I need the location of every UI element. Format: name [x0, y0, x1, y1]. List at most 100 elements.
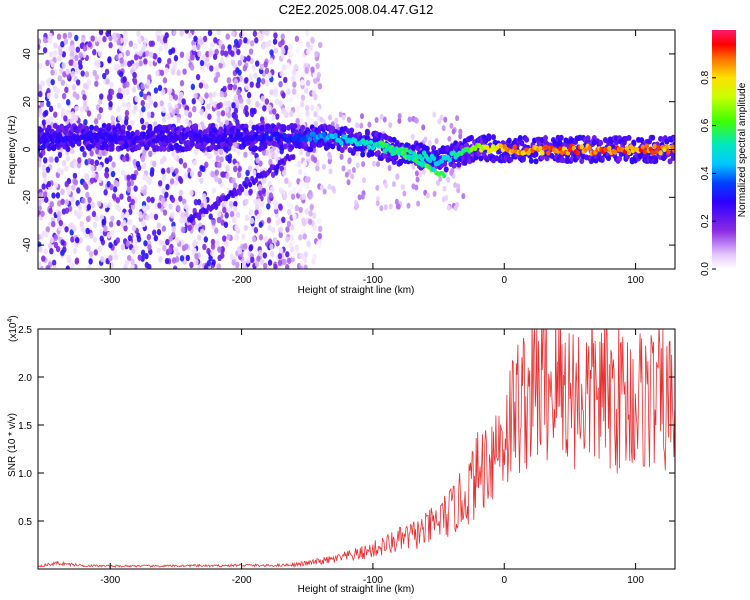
spectrogram-ridge: [400, 146, 405, 152]
spectrogram-speckle: [204, 83, 209, 90]
spectrogram-speckle: [82, 82, 88, 90]
spectrogram-speckle: [97, 176, 103, 184]
spectrogram-speckle: [265, 30, 271, 35]
spectrogram-speckle: [120, 169, 126, 176]
spectrogram-speckle: [126, 254, 132, 262]
spectrogram-speckle: [65, 155, 71, 162]
spectrogram-speckle: [202, 35, 208, 43]
colorbar-tick-label: 0.8: [700, 70, 711, 84]
spectrogram-speckle: [157, 202, 162, 209]
spectrogram-speckle: [94, 60, 99, 67]
spectrogram-speckle: [304, 87, 309, 94]
spectrogram-speckle: [461, 193, 466, 200]
spectrogram-speckle: [147, 176, 153, 183]
spectrogram-speckle: [244, 104, 249, 112]
spectrogram-speckle: [223, 50, 229, 57]
spectrogram-speckle: [197, 50, 202, 58]
spectrogram-speckle: [49, 201, 55, 208]
spectrogram-speckle: [172, 265, 178, 269]
spectrogram-speckle: [103, 225, 108, 232]
spectrogram-speckle: [82, 181, 87, 188]
spectrogram-speckle: [172, 30, 177, 36]
spectrogram-speckle: [91, 210, 97, 218]
spectrogram-speckle: [273, 47, 279, 54]
spectrogram-speckle: [119, 71, 124, 78]
spectrogram-ridge-halo: [533, 151, 539, 158]
spectrogram-ridge-halo: [282, 143, 288, 150]
spectrogram-speckle: [416, 200, 421, 207]
spectrogram-speckle: [228, 201, 234, 208]
spectrogram-ridge: [366, 144, 372, 150]
spectrogram-speckle: [54, 156, 59, 163]
spectrogram-speckle: [105, 30, 110, 37]
spectrogram-speckle: [45, 118, 50, 126]
spectrogram-speckle: [44, 196, 49, 203]
spectrogram-speckle: [359, 122, 364, 129]
spectrogram-speckle: [109, 88, 115, 96]
spectrogram-speckle: [72, 172, 78, 180]
spectrogram-speckle: [127, 234, 133, 242]
spectrogram-speckle: [167, 57, 172, 65]
spectrogram-speckle: [44, 109, 49, 117]
spectrogram-speckle: [305, 110, 310, 117]
spectrogram-speckle: [48, 207, 53, 215]
spectrogram-ridge: [477, 143, 482, 149]
spectrogram-speckle: [99, 235, 104, 242]
spectrogram-speckle: [267, 72, 272, 79]
spectrogram-speckle: [104, 68, 110, 75]
spectrogram-speckle: [60, 188, 65, 196]
spectrogram-speckle: [298, 234, 303, 241]
spectrogram-speckle: [64, 165, 69, 172]
spectrogram-striation: [236, 188, 241, 195]
spectrogram-speckle: [285, 236, 290, 243]
spectrogram-ridge-halo: [46, 124, 52, 131]
spectrogram-ridge-halo: [375, 149, 381, 156]
spectrogram-ridge-halo: [360, 151, 366, 158]
spectrogram-speckle: [199, 59, 205, 67]
spectrogram-speckle: [302, 160, 308, 167]
spectrogram-speckle: [209, 65, 214, 72]
spectrogram-speckle: [131, 224, 137, 232]
spectrogram-speckle: [339, 153, 344, 160]
spectrogram-speckle: [181, 226, 186, 234]
spectrogram-speckle: [126, 195, 132, 203]
spectrogram-speckle: [312, 72, 318, 79]
spectrogram-speckle: [137, 254, 142, 261]
spectrogram-speckle: [283, 76, 288, 84]
spectrogram-ridge-halo: [38, 145, 41, 152]
spectrogram-speckle: [312, 156, 318, 164]
spectrogram-speckle: [317, 41, 323, 49]
spectrogram-speckle: [225, 33, 230, 40]
spectrogram-speckle: [126, 174, 131, 181]
spectrogram-speckle: [267, 104, 272, 111]
spectrogram-speckle: [90, 165, 95, 172]
spectrogram-speckle: [76, 162, 82, 169]
spectrogram-speckle: [197, 122, 202, 130]
snr-multiplier: (x104): [7, 315, 19, 342]
spectrogram-speckle: [216, 216, 222, 224]
colorbar-tick-label: 0.0: [700, 262, 711, 276]
spectrogram-speckle: [66, 109, 71, 116]
spectrogram-speckle: [110, 170, 116, 178]
spectrogram-speckle: [197, 234, 202, 241]
spectrogram-speckle: [46, 92, 52, 99]
spectrogram-speckle: [63, 38, 69, 45]
spectrogram-speckle: [109, 184, 114, 191]
spectrogram-speckle: [226, 100, 231, 107]
spectrogram-speckle: [41, 255, 46, 262]
spectrogram-speckle: [236, 89, 241, 96]
spectrogram-speckle: [330, 121, 335, 128]
spectrogram-ridge-halo: [506, 137, 512, 144]
spectrogram-speckle: [201, 165, 206, 173]
spectrogram-speckle: [168, 105, 173, 113]
spectrogram-speckle: [316, 71, 321, 79]
spectrogram-speckle: [41, 183, 46, 190]
spectrogram-speckle: [328, 168, 333, 175]
spectrogram-ridge: [546, 150, 551, 156]
spectrogram-speckle: [143, 240, 148, 247]
spectrogram-speckle: [379, 113, 384, 120]
spectrogram-speckle: [222, 85, 227, 93]
spectrogram-speckle: [263, 61, 268, 68]
spectrogram-speckle: [208, 98, 214, 106]
spectrogram-speckle: [97, 200, 102, 207]
